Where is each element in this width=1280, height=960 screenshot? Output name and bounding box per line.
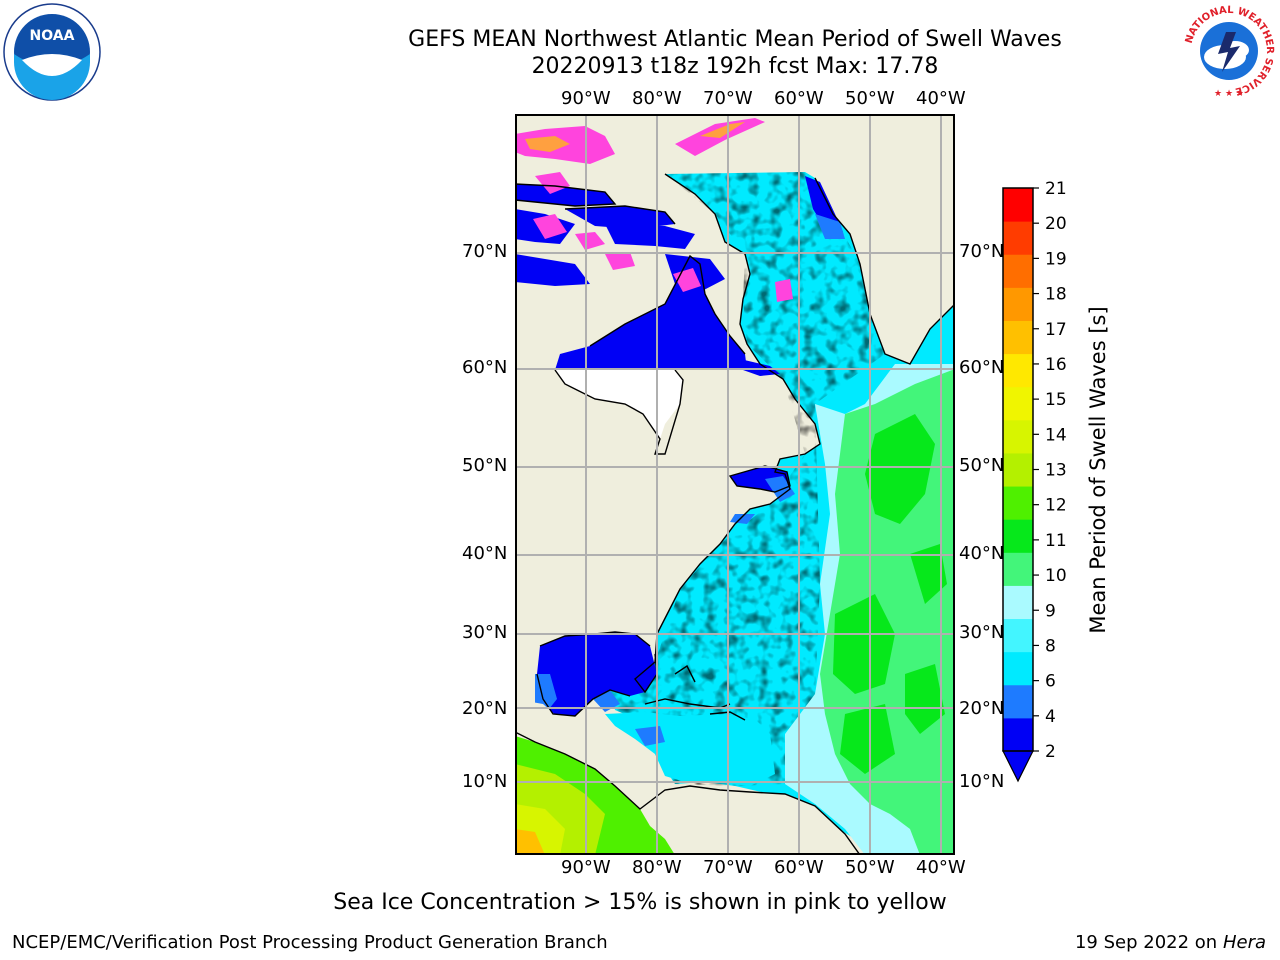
lat-label-right: 10°N [959,771,1005,792]
colorbar-swatch [1003,519,1033,553]
title-line-2: 20220913 t18z 192h fcst Max: 17.78 [531,54,939,79]
lon-label-bottom: 70°W [703,857,753,878]
colorbar-swatch [1003,552,1033,586]
colorbar-tick-label: 19 [1045,249,1067,269]
colorbar-swatch [1003,221,1033,255]
lat-label-left: 40°N [462,543,508,564]
footer-producer: NCEP/EMC/Verification Post Processing Pr… [12,932,608,953]
lon-label-bottom: 60°W [774,857,824,878]
map-title: GEFS MEAN Northwest Atlantic Mean Period… [0,26,1280,80]
colorbar-tick-label: 20 [1045,214,1067,234]
colorbar-swatch [1003,287,1033,321]
lon-label-bottom: 50°W [845,857,895,878]
colorbar-tick-label: 17 [1045,320,1067,340]
lon-label-top: 50°W [845,88,895,109]
nws-logo: NATIONAL WEATHER SERVICE ★ ★ ★ [1182,4,1276,99]
colorbar-label: Mean Period of Swell Waves [s] [1086,306,1110,634]
lat-label-left: 30°N [462,622,508,643]
lon-label-bottom: 40°W [916,857,966,878]
footer-date: 19 Sep 2022 on Hera [1075,932,1266,953]
colorbar-ticks: 2 4 6 8 9 10 11 12 13 14 15 16 17 18 19 20 21 [1033,180,1067,762]
colorbar: 2 4 6 8 9 10 11 12 13 14 15 16 17 18 19 20 21 [1002,180,1067,783]
lon-label-top: 90°W [561,88,611,109]
lat-label-right: 20°N [959,698,1005,719]
colorbar-tick-label: 14 [1045,425,1067,445]
lat-label-left: 70°N [462,241,508,262]
colorbar-tick-label: 11 [1045,531,1067,551]
colorbar-swatch [1003,717,1033,752]
lat-label-right: 70°N [959,241,1005,262]
lat-label-right: 50°N [959,455,1005,476]
title-line-1: GEFS MEAN Northwest Atlantic Mean Period… [408,27,1062,52]
colorbar-tick-label: 6 [1045,672,1056,692]
colorbar-tick-label: 2 [1045,742,1056,762]
lon-label-bottom: 90°W [561,857,611,878]
footer-host: Hera [1222,932,1266,953]
svg-text:★ ★ ★: ★ ★ ★ [1214,89,1244,99]
colorbar-tick-label: 8 [1045,636,1056,656]
colorbar-swatch [1003,353,1033,388]
lat-label-left: 60°N [462,357,508,378]
colorbar-swatch [1003,684,1033,719]
colorbar-tick-label: 15 [1045,390,1067,410]
colorbar-tick-label: 16 [1045,355,1067,375]
colorbar-under-arrow [1002,750,1034,783]
lat-label-right: 60°N [959,357,1005,378]
sea-ice-caption: Sea Ice Concentration > 15% is shown in … [333,890,947,915]
colorbar-tick-label: 18 [1045,285,1067,305]
colorbar-swatch [1003,386,1033,421]
lat-label-left: 10°N [462,771,508,792]
lon-label-top: 80°W [632,88,682,109]
noaa-logo-text: NOAA [30,28,75,44]
colorbar-tick-label: 12 [1045,496,1067,516]
lon-label-bottom: 80°W [632,857,682,878]
colorbar-swatch [1003,618,1033,653]
colorbar-tick-label: 4 [1045,707,1056,727]
colorbar-tick-label: 10 [1045,566,1067,586]
colorbar-swatch [1003,320,1033,355]
lat-label-right: 40°N [959,543,1005,564]
lat-label-left: 50°N [462,455,508,476]
lon-label-top: 40°W [916,88,966,109]
colorbar-swatch [1003,188,1033,222]
colorbar-swatch [1003,254,1033,288]
graticule [515,114,955,855]
lat-label-left: 20°N [462,698,508,719]
colorbar-swatch [1003,651,1033,686]
swell-10-11-patches [833,414,947,774]
lon-label-top: 70°W [703,88,753,109]
sea-ice [515,118,793,302]
colorbar-swatch [1003,452,1033,487]
colorbar-swatch [1003,486,1033,520]
map-panel [515,114,955,855]
footer-date-text: 19 Sep 2022 on [1074,932,1218,953]
colorbar-swatch [1003,585,1033,620]
colorbar-swatch [1003,419,1033,454]
noaa-logo: NOAA [3,3,101,101]
colorbar-tick-label: 13 [1045,461,1067,481]
colorbar-tick-label: 21 [1045,180,1067,199]
lon-label-top: 60°W [774,88,824,109]
colorbar-tick-label: 9 [1045,601,1056,621]
map-frame [515,114,955,855]
lat-label-right: 30°N [959,622,1005,643]
colorbar-swatches [1003,188,1033,752]
south-america-land [640,786,860,855]
